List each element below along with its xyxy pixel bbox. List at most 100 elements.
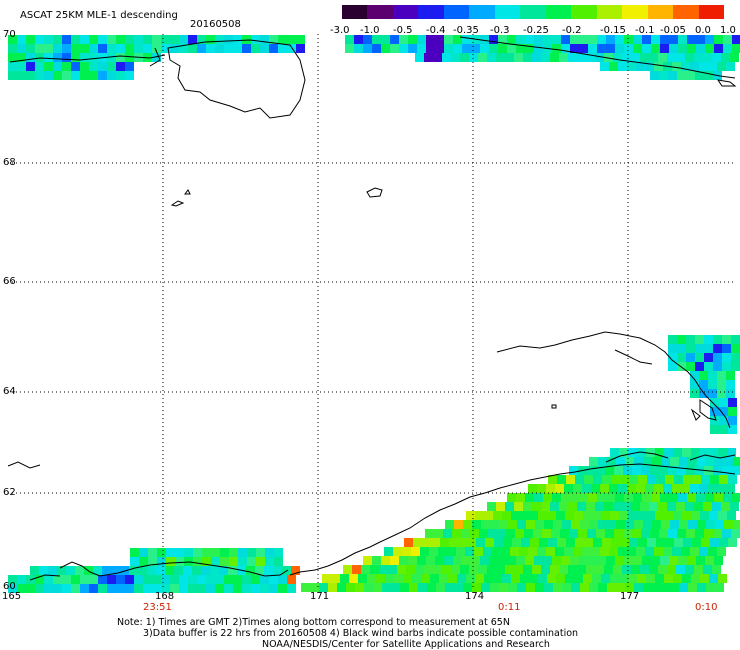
- swath-cell: [148, 557, 157, 566]
- swath-cell: [722, 362, 731, 371]
- swath-cell: [490, 583, 499, 592]
- swath-cell: [278, 44, 287, 53]
- colorbar-labels: -3.0 -1.0 -0.5 -0.4 -0.35 -0.3 -0.25 -0.2 -0.15-…: [330, 25, 736, 37]
- swath-cell: [713, 353, 722, 362]
- swath-cell: [633, 44, 642, 53]
- swath-cell: [646, 574, 655, 583]
- swath-cell: [561, 35, 570, 44]
- swath-cell: [224, 575, 233, 584]
- swath-cell: [8, 53, 17, 62]
- swath-cell: [170, 575, 179, 584]
- swath-cell: [660, 44, 669, 53]
- swath-cell: [678, 556, 687, 565]
- swath-cell: [631, 502, 640, 511]
- swath-cell: [346, 583, 355, 592]
- swath-cell: [731, 335, 740, 344]
- swath-cell: [202, 548, 211, 557]
- swath-cell: [247, 548, 256, 557]
- swath-cell: [508, 520, 517, 529]
- colorbar-label: -0.35: [453, 25, 479, 36]
- swath-cell: [717, 389, 726, 398]
- swath-cell: [71, 44, 80, 53]
- time-label-2: 0:11: [498, 602, 521, 613]
- swath-cell: [544, 520, 553, 529]
- swath-cell: [278, 35, 287, 44]
- swath-cell: [553, 520, 562, 529]
- swath-cell: [719, 538, 728, 547]
- swath-cell: [528, 484, 537, 493]
- swath-cell: [610, 448, 619, 457]
- swath-cell: [597, 44, 606, 53]
- swath-cell: [161, 575, 170, 584]
- colorbar-label: -1.0: [360, 25, 380, 36]
- swath-cell: [727, 511, 736, 520]
- swath-cell: [449, 538, 458, 547]
- swath-cell: [570, 493, 579, 502]
- swath-cell: [462, 556, 471, 565]
- swath-cell: [507, 35, 516, 44]
- swath-cell: [624, 44, 633, 53]
- swath-cell: [655, 511, 664, 520]
- swath-cell: [647, 475, 656, 484]
- swath-cell: [143, 575, 152, 584]
- swath-cell: [713, 335, 722, 344]
- lat-label-64: 64: [3, 386, 16, 397]
- swath-cell: [661, 457, 670, 466]
- swath-cell: [550, 565, 559, 574]
- swath-cell: [717, 380, 726, 389]
- swath-cell: [260, 584, 269, 593]
- swath-cell: [677, 71, 686, 80]
- swath-cell: [674, 538, 683, 547]
- swath-cell: [714, 35, 723, 44]
- swath-cell: [562, 520, 571, 529]
- swath-cell: [445, 583, 454, 592]
- swath-cell: [616, 457, 625, 466]
- colorbar-label: -0.25: [523, 25, 549, 36]
- swath-cell: [574, 574, 583, 583]
- swath-cell: [543, 493, 552, 502]
- swath-cell: [505, 53, 514, 62]
- swath-cell: [645, 484, 654, 493]
- swath-cell: [605, 529, 614, 538]
- swath-cell: [708, 371, 717, 380]
- swath-cell: [498, 44, 507, 53]
- swath-cell: [687, 35, 696, 44]
- swath-cell: [649, 502, 658, 511]
- swath-cell: [8, 584, 17, 593]
- swath-cell: [400, 583, 409, 592]
- swath-cell: [130, 557, 139, 566]
- swath-cell: [62, 53, 71, 62]
- swath-cell: [184, 548, 193, 557]
- swath-cell: [714, 556, 723, 565]
- swath-cell: [506, 529, 515, 538]
- swath-cell: [668, 71, 677, 80]
- swath-cell: [62, 62, 71, 71]
- swath-cell: [731, 529, 740, 538]
- swath-cell: [157, 548, 166, 557]
- swath-cell: [111, 566, 120, 575]
- swath-cell: [649, 53, 658, 62]
- swath-cell: [622, 53, 631, 62]
- swath-cell: [188, 35, 197, 44]
- swath-cell: [637, 574, 646, 583]
- swath-cell: [71, 71, 80, 80]
- swath-cell: [116, 71, 125, 80]
- swath-cell: [457, 574, 466, 583]
- swath-cell: [690, 547, 699, 556]
- swath-cell: [532, 565, 541, 574]
- swath-cell: [636, 547, 645, 556]
- swath-cell: [704, 529, 713, 538]
- swath-cell: [668, 344, 677, 353]
- swath-cell: [35, 584, 44, 593]
- swath-cell: [444, 35, 453, 44]
- colorbar-label: 0.0: [695, 25, 711, 36]
- swath-cell: [710, 475, 719, 484]
- swath-cell: [57, 566, 66, 575]
- swath-cell: [602, 538, 611, 547]
- swath-cell: [586, 502, 595, 511]
- swath-cell: [229, 557, 238, 566]
- swath-cell: [601, 574, 610, 583]
- lon-label-171: 171: [310, 591, 330, 602]
- swath-cell: [507, 493, 516, 502]
- swath-cell: [598, 457, 607, 466]
